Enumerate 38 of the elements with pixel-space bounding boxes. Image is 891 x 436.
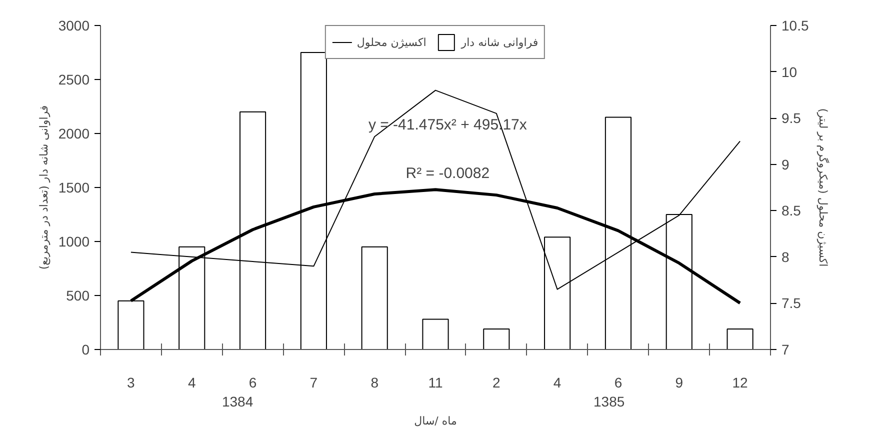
x-tick-label: 4: [553, 374, 562, 390]
y-tick-label: 1000: [58, 234, 90, 250]
y2-axis-title: اکسیژن محلول (میکروگرم بر لیتر): [816, 108, 830, 267]
x-tick-label: 12: [732, 374, 748, 390]
y-tick-label: 2000: [58, 126, 90, 142]
y2-tick-label: 9: [782, 156, 790, 172]
y-tick-label: 0: [82, 342, 90, 358]
bar: [726, 328, 754, 350]
y-tick-label: 500: [66, 288, 90, 304]
y2-tick-label: 9.5: [782, 110, 802, 126]
text: 1385: [594, 394, 625, 410]
x-tick-label: 9: [675, 374, 684, 390]
x-tick-label: 3: [127, 374, 136, 390]
bar: [422, 318, 449, 350]
x-tick-label: 8: [370, 374, 379, 390]
text: 1384: [222, 394, 254, 410]
y-tick-label: 3000: [58, 18, 90, 34]
x-tick-label: 11: [428, 374, 443, 390]
y2-tick-label: 7: [782, 342, 790, 358]
legend-label: فراوانی شانه دار: [461, 36, 538, 48]
bar: [483, 328, 510, 350]
y2-tick-label: 8: [782, 248, 790, 265]
y-tick-label: 2500: [58, 72, 90, 88]
x-tick-label: 6: [248, 374, 257, 390]
x-tick-label: 7: [310, 374, 318, 390]
legend-label: اکسیژن محلول: [356, 36, 426, 48]
y2-tick-label: 10.5: [782, 18, 809, 34]
y2-tick-label: 10: [782, 64, 798, 80]
y2-tick-label: 7.5: [782, 295, 802, 312]
y-tick-label: 1500: [58, 180, 90, 196]
x-axis-title: ماه /سال: [414, 414, 457, 428]
y-axis-title: فراوانی شانه دار (تعداد در مترمربع): [37, 105, 50, 270]
bar: [361, 246, 388, 350]
x-tick-label: 4: [188, 374, 196, 390]
annotation: R² = -0.0082: [406, 165, 490, 182]
x-tick-label: 2: [492, 374, 501, 390]
x-tick-label: 6: [614, 374, 622, 390]
y2-tick-label: 8.5: [782, 202, 802, 219]
